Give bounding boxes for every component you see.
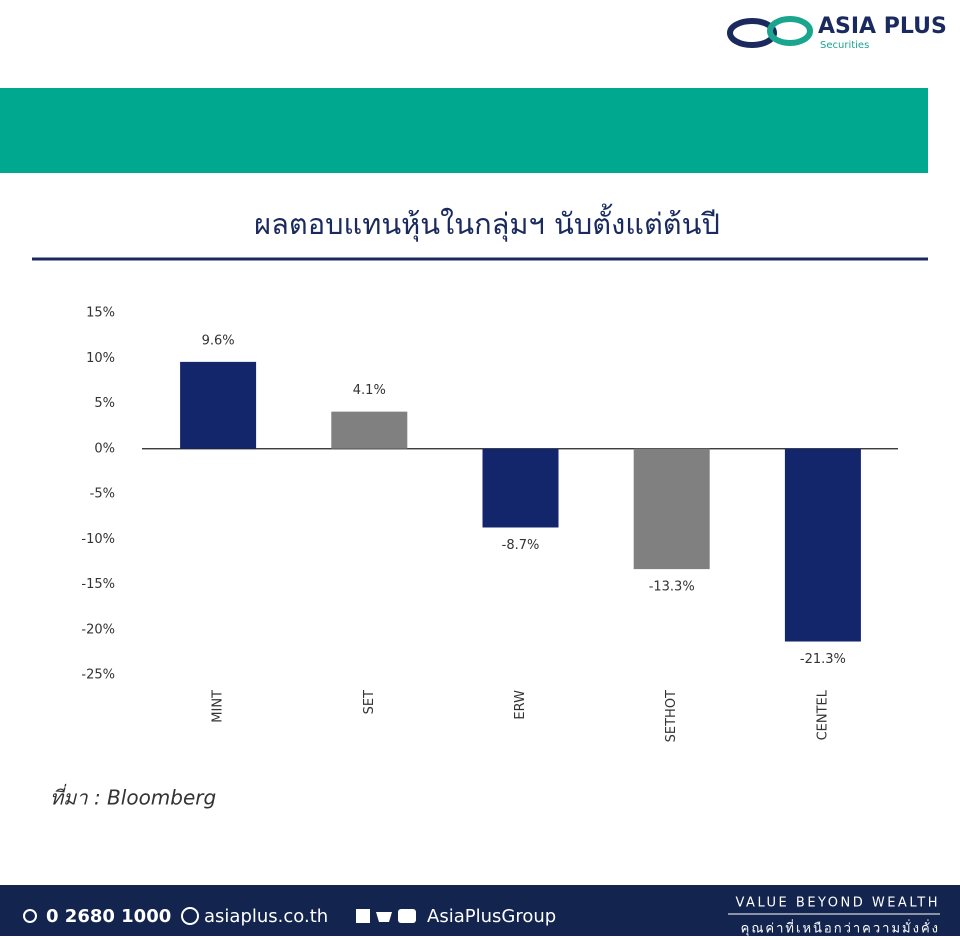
social-icon [398, 909, 416, 923]
value-label: -13.3% [649, 580, 695, 595]
footer-slogan-thai: คุณค่าที่เหนือกว่าความมั่งคั่ง [741, 920, 940, 937]
social-icon [356, 909, 370, 923]
y-tick-label: -25% [81, 668, 115, 683]
footer-website: asiaplus.co.th [204, 906, 328, 927]
footer-slogan: VALUE BEYOND WEALTH [735, 896, 940, 911]
y-tick-label: 0% [94, 441, 115, 456]
y-tick-label: 10% [86, 351, 115, 366]
bar [784, 448, 861, 642]
bar [633, 448, 710, 570]
globe-icon [181, 907, 199, 925]
value-label: -21.3% [800, 652, 846, 667]
social-icon [376, 912, 392, 922]
header-band [0, 88, 928, 173]
value-label: 4.1% [353, 383, 386, 398]
y-tick-label: -5% [90, 487, 115, 502]
plot: 15% 10% 5% 0% -5% -10% -15% -20% -25% 9.6% MINT 4.1… [81, 306, 898, 742]
source-note: ที่มา : Bloomberg [50, 784, 216, 810]
bar [180, 361, 257, 449]
footer-band [0, 885, 960, 936]
logo-mark [727, 18, 777, 48]
logo-mark [767, 16, 813, 46]
y-tick-label: 15% [86, 306, 115, 321]
value-label: -8.7% [502, 538, 540, 553]
y-tick-label: -10% [81, 532, 115, 547]
brand-subname: Securities [820, 40, 869, 51]
value-label: 9.6% [202, 333, 235, 348]
logo: ASIA PLUS Securities [727, 14, 947, 51]
footer-social: AsiaPlusGroup [427, 906, 556, 927]
x-tick-label: CENTEL [815, 689, 830, 740]
x-tick-label: MINT [211, 690, 226, 723]
x-tick-label: SET [362, 690, 377, 714]
x-tick-label: ERW [513, 690, 528, 720]
chart-title: ผลตอบแทนหุ้นในกลุ่มฯ นับตั้งแต่ต้นปี [254, 203, 720, 242]
bar [482, 448, 559, 528]
bar [331, 411, 408, 449]
footer-phone: 0 2680 1000 [46, 906, 171, 927]
y-tick-label: -15% [81, 577, 115, 592]
y-tick-label: -20% [81, 622, 115, 637]
x-tick-label: SETHOT [664, 690, 679, 742]
phone-icon [23, 909, 37, 923]
y-tick-label: 5% [94, 396, 115, 411]
brand-name: ASIA PLUS [818, 14, 947, 39]
